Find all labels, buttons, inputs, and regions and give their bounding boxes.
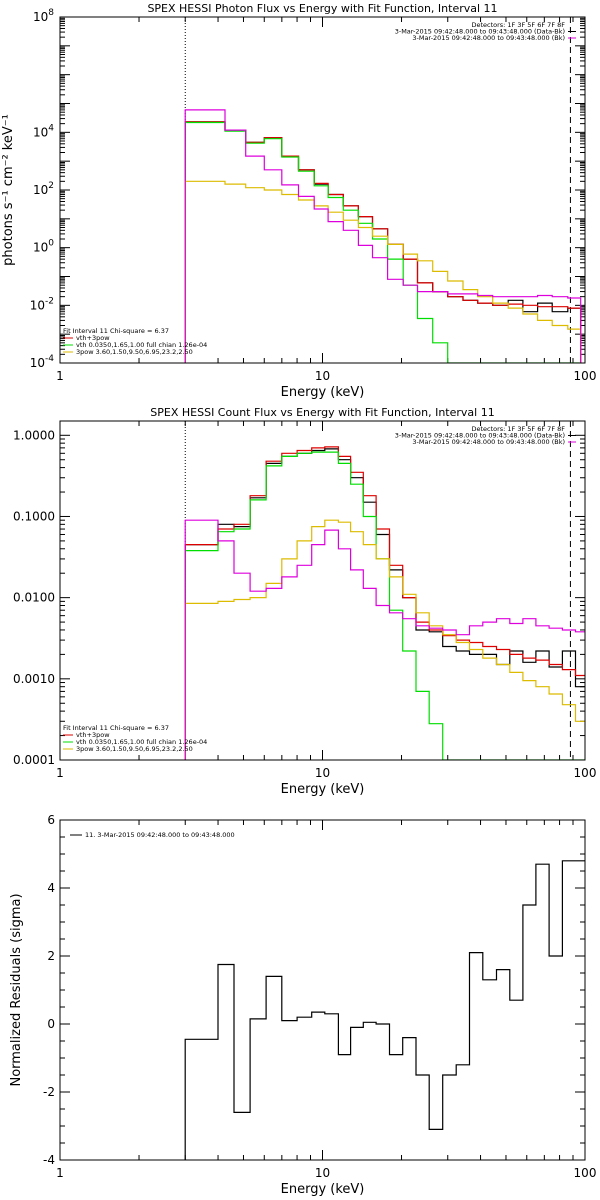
y-tick-label: 102 [33, 181, 54, 197]
residuals-chart: 1 10 100 Energy (keV) -4 -2 0 2 4 6 Normalized Res… [9, 813, 596, 1197]
x-tick-label: 1 [56, 369, 64, 383]
x-tick-label: 1 [56, 1166, 64, 1180]
x-tick-label: 100 [574, 1166, 597, 1180]
y-tick-label: 6 [47, 813, 55, 827]
y-tick-label: 0.0100 [13, 591, 55, 605]
x-axis-label: Energy (keV) [281, 782, 365, 797]
count-flux-chart: SPEX HESSI Count Flux vs Energy with Fit… [13, 406, 596, 797]
plot-frame [59, 16, 586, 364]
y-tick-label: 100 [33, 239, 54, 255]
plot-frame [59, 819, 586, 1161]
legend-entry: 3pow 3.60,1.50,9.50,6.95,23.2,2.50 [76, 348, 193, 356]
legend-right-entry: Detectors: 1F 3F 5F 6F 7F 8F [471, 21, 565, 29]
y-axis-label: photons s⁻¹ cm⁻² keV⁻¹ [1, 114, 16, 266]
series-line-4 [184, 109, 582, 363]
series-line-1 [184, 446, 585, 760]
y-axis-label: Normalized Residuals (sigma) [9, 893, 24, 1086]
legend-right-entry: 3-Mar-2015 09:42:48.000 to 09:43:48.000 … [412, 34, 565, 42]
series-line-4 [184, 519, 585, 760]
y-tick-label: 4 [47, 881, 55, 895]
legend-entry: vth+3pow [76, 731, 110, 739]
legend-right-entry: 3-Mar-2015 09:42:48.000 to 09:43:48.000 … [412, 438, 565, 446]
y-tick-label: 0.0010 [13, 672, 55, 686]
series-line-3 [184, 180, 582, 363]
x-axis-label: Energy (keV) [281, 1182, 365, 1197]
x-tick-label: 100 [574, 369, 597, 383]
y-tick-label: 104 [33, 123, 54, 139]
legend-entry: vth 0.0350,1.65,1.00 full chian 1.26e-04 [76, 341, 207, 349]
series-line-3 [184, 519, 585, 760]
series-line-1 [184, 121, 582, 363]
legend-entry: 11. 3-Mar-2015 09:42:48.000 to 09:43:48.… [85, 831, 235, 839]
series-line-0 [184, 860, 585, 1160]
x-tick-label: 10 [315, 766, 330, 780]
chart-title: SPEX HESSI Photon Flux vs Energy with Fi… [147, 2, 497, 15]
y-tick-label: 10-2 [30, 296, 54, 312]
x-tick-label: 10 [315, 1166, 330, 1180]
series-line-2 [184, 121, 581, 363]
y-tick-label: -4 [43, 1153, 55, 1167]
legend-right-entry: 3-Mar-2015 09:42:48.000 to 09:43:48.000 … [395, 432, 565, 440]
legend-entry: vth 0.0350,1.65,1.00 full chian 1.26e-04 [76, 738, 207, 746]
series-line-0 [184, 448, 585, 760]
x-tick-label: 1 [56, 766, 64, 780]
y-tick-label: 0.0001 [13, 753, 55, 767]
plot-frame [59, 420, 586, 761]
y-tick-label: 1.0000 [13, 428, 55, 442]
photon-flux-chart: SPEX HESSI Photon Flux vs Energy with Fi… [1, 2, 596, 400]
series-line-2 [184, 451, 585, 760]
legend-right-entry: Detectors: 1F 3F 5F 6F 7F 8F [471, 425, 565, 433]
y-tick-label: 2 [47, 949, 55, 963]
y-tick-label: 108 [33, 8, 54, 24]
chart-title: SPEX HESSI Count Flux vs Energy with Fit… [150, 406, 494, 419]
legend-right-entry: 3-Mar-2015 09:42:48.000 to 09:43:48.000 … [395, 28, 565, 36]
y-tick-label: 10-4 [30, 354, 55, 370]
y-tick-label: 0 [47, 1017, 55, 1031]
legend-entry: 3pow 3.60,1.50,9.50,6.95,23.2,2.50 [76, 745, 193, 753]
x-tick-label: 100 [574, 766, 597, 780]
legend-entry: Fit Interval 11 Chi-square = 6.37 [63, 724, 169, 732]
x-tick-label: 10 [315, 369, 330, 383]
x-axis-label: Energy (keV) [281, 385, 365, 400]
y-tick-label: -2 [43, 1085, 55, 1099]
series-line-0 [184, 121, 582, 363]
legend-entry: Fit Interval 11 Chi-square = 6.37 [63, 327, 169, 335]
y-tick-label: 0.1000 [13, 509, 55, 523]
legend-entry: vth+3pow [76, 334, 110, 342]
